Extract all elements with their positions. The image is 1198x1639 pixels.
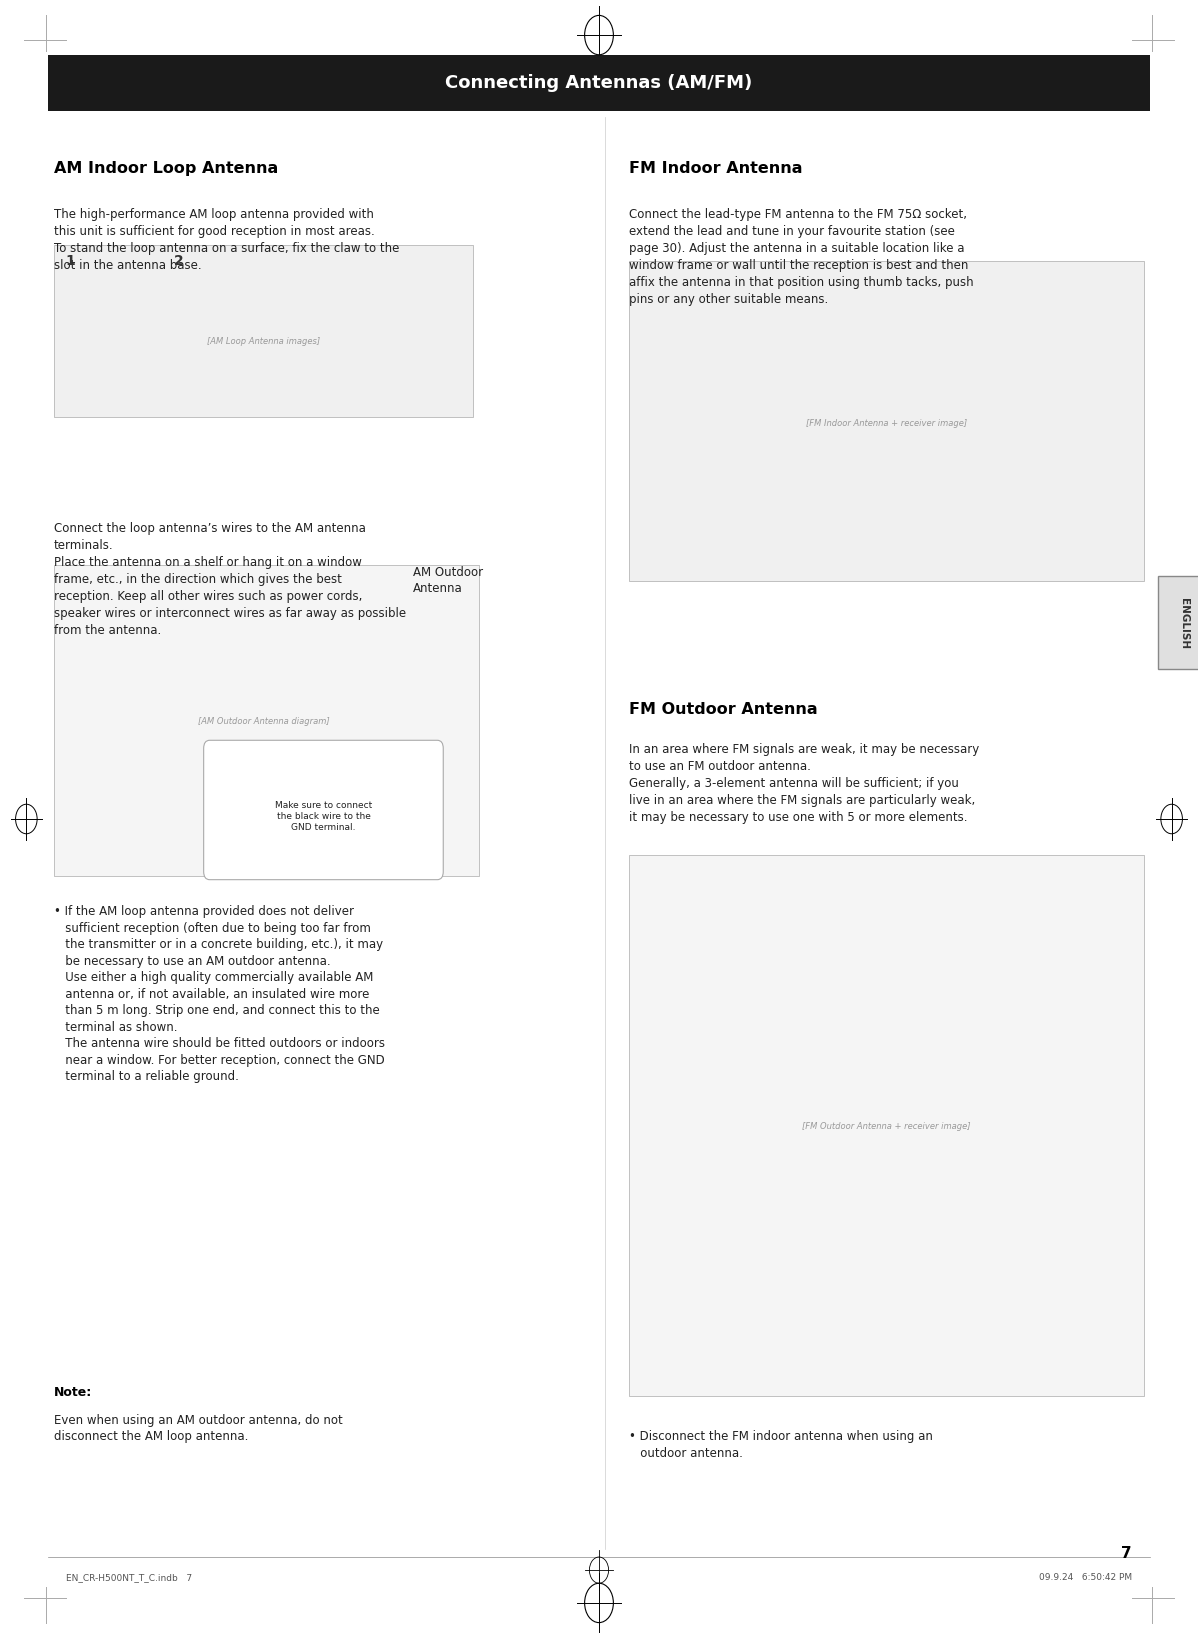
Bar: [54, 565, 479, 877]
Text: [FM Indoor Antenna + receiver image]: [FM Indoor Antenna + receiver image]: [806, 418, 967, 428]
Text: In an area where FM signals are weak, it may be necessary
to use an FM outdoor a: In an area where FM signals are weak, it…: [629, 742, 979, 823]
Text: Make sure to connect
the black wire to the
GND terminal.: Make sure to connect the black wire to t…: [274, 800, 373, 833]
Text: AM Outdoor
Antenna: AM Outdoor Antenna: [413, 565, 484, 595]
Text: • If the AM loop antenna provided does not deliver
   sufficient reception (ofte: • If the AM loop antenna provided does n…: [54, 905, 385, 1083]
Text: Note:: Note:: [54, 1385, 92, 1398]
Text: Even when using an AM outdoor antenna, do not
disconnect the AM loop antenna.: Even when using an AM outdoor antenna, d…: [54, 1413, 343, 1442]
Text: 2: 2: [174, 254, 183, 269]
Text: 09.9.24   6:50:42 PM: 09.9.24 6:50:42 PM: [1039, 1572, 1132, 1582]
Text: [FM Outdoor Antenna + receiver image]: [FM Outdoor Antenna + receiver image]: [803, 1121, 970, 1131]
Bar: [629, 856, 1144, 1396]
Bar: [48, 56, 1150, 111]
Text: • Disconnect the FM indoor antenna when using an
   outdoor antenna.: • Disconnect the FM indoor antenna when …: [629, 1429, 933, 1459]
Text: [AM Loop Antenna images]: [AM Loop Antenna images]: [207, 336, 320, 346]
Text: The high-performance AM loop antenna provided with
this unit is sufficient for g: The high-performance AM loop antenna pro…: [54, 208, 399, 272]
Text: ENGLISH: ENGLISH: [1179, 597, 1188, 649]
Text: FM Outdoor Antenna: FM Outdoor Antenna: [629, 701, 817, 716]
Bar: [629, 262, 1144, 582]
Text: 1: 1: [66, 254, 75, 269]
Text: [AM Outdoor Antenna diagram]: [AM Outdoor Antenna diagram]: [198, 716, 329, 726]
Text: Connect the loop antenna’s wires to the AM antenna
terminals.
Place the antenna : Connect the loop antenna’s wires to the …: [54, 521, 406, 636]
Text: AM Indoor Loop Antenna: AM Indoor Loop Antenna: [54, 161, 278, 175]
Text: FM Indoor Antenna: FM Indoor Antenna: [629, 161, 803, 175]
Text: Connecting Antennas (AM/FM): Connecting Antennas (AM/FM): [446, 74, 752, 92]
Text: 7: 7: [1121, 1546, 1132, 1560]
Text: EN_CR-H500NT_T_C.indb   7: EN_CR-H500NT_T_C.indb 7: [66, 1572, 192, 1582]
FancyBboxPatch shape: [204, 741, 443, 880]
Bar: [54, 246, 473, 418]
Text: Connect the lead-type FM antenna to the FM 75Ω socket,
extend the lead and tune : Connect the lead-type FM antenna to the …: [629, 208, 974, 306]
